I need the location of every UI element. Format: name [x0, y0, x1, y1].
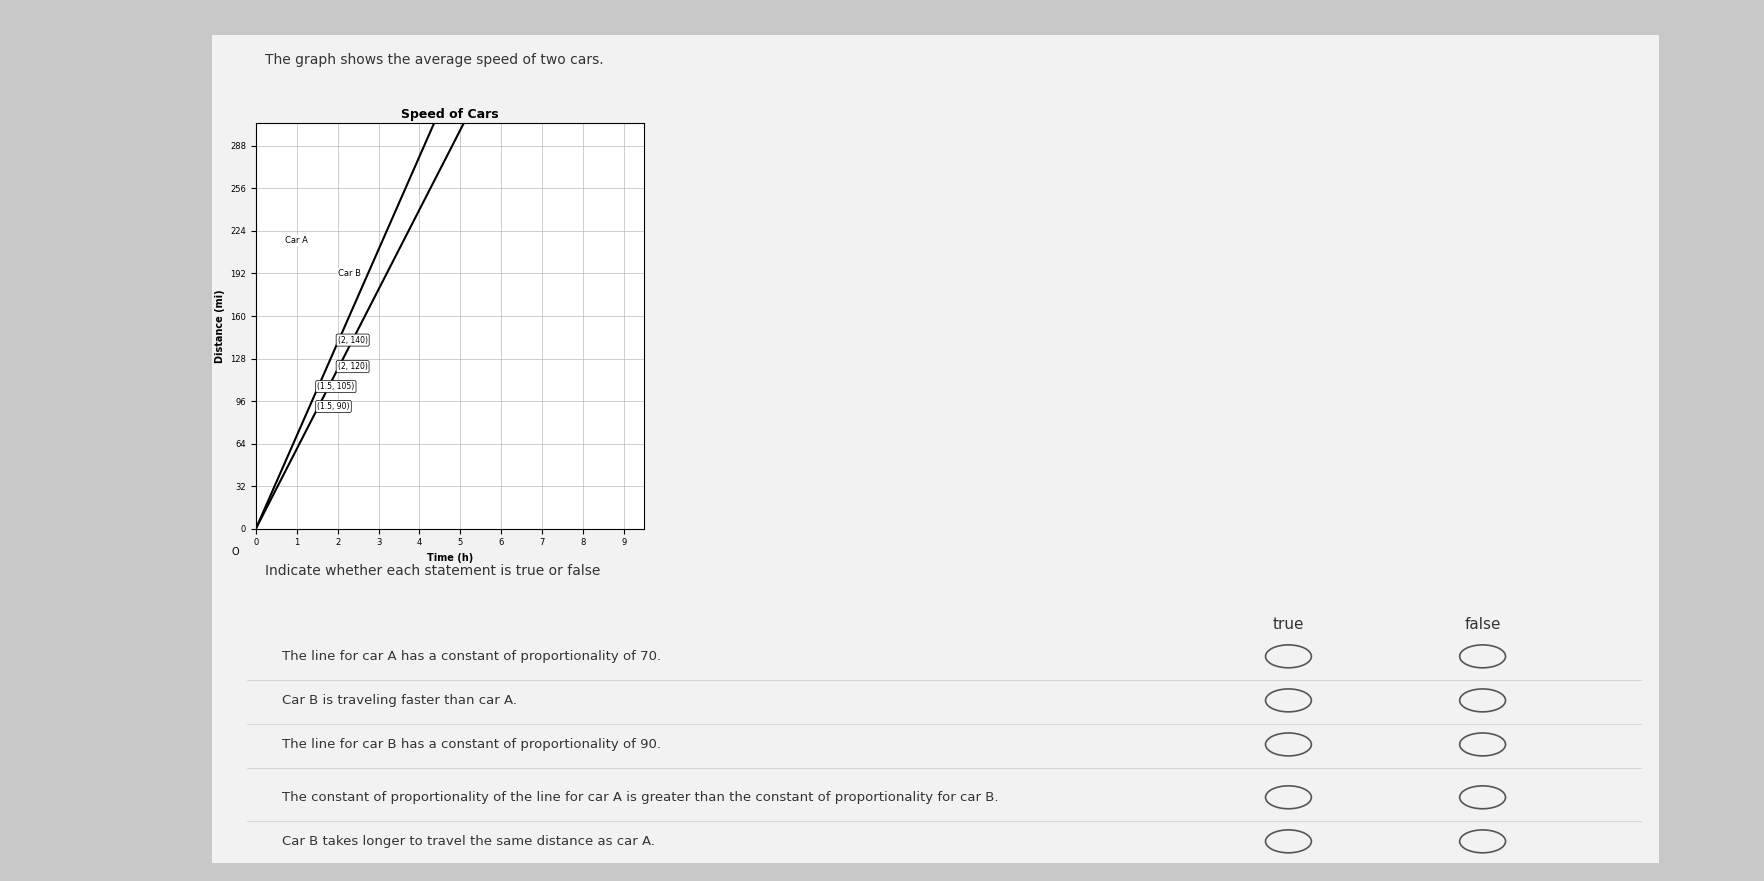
- Text: The constant of proportionality of the line for car A is greater than the consta: The constant of proportionality of the l…: [282, 791, 998, 803]
- Text: Car B takes longer to travel the same distance as car A.: Car B takes longer to travel the same di…: [282, 835, 654, 848]
- Text: (2, 140): (2, 140): [337, 336, 367, 344]
- Text: Car B: Car B: [337, 269, 360, 278]
- Text: The line for car A has a constant of proportionality of 70.: The line for car A has a constant of pro…: [282, 650, 662, 663]
- FancyBboxPatch shape: [212, 35, 1658, 863]
- Title: Speed of Cars: Speed of Cars: [400, 107, 499, 121]
- Text: Indicate whether each statement is true or false: Indicate whether each statement is true …: [265, 564, 600, 578]
- Text: true: true: [1272, 617, 1304, 632]
- Y-axis label: Distance (mi): Distance (mi): [215, 289, 224, 363]
- Text: The line for car B has a constant of proportionality of 90.: The line for car B has a constant of pro…: [282, 738, 662, 751]
- Text: The graph shows the average speed of two cars.: The graph shows the average speed of two…: [265, 53, 603, 67]
- Text: Car A: Car A: [284, 236, 307, 245]
- Text: O: O: [231, 547, 238, 557]
- X-axis label: Time (h): Time (h): [427, 553, 473, 563]
- Text: (1.5, 105): (1.5, 105): [318, 382, 355, 391]
- Text: Car B is traveling faster than car A.: Car B is traveling faster than car A.: [282, 694, 517, 707]
- Text: (2, 120): (2, 120): [337, 362, 367, 371]
- Text: (1.5, 90): (1.5, 90): [318, 402, 349, 411]
- Text: false: false: [1464, 617, 1499, 632]
